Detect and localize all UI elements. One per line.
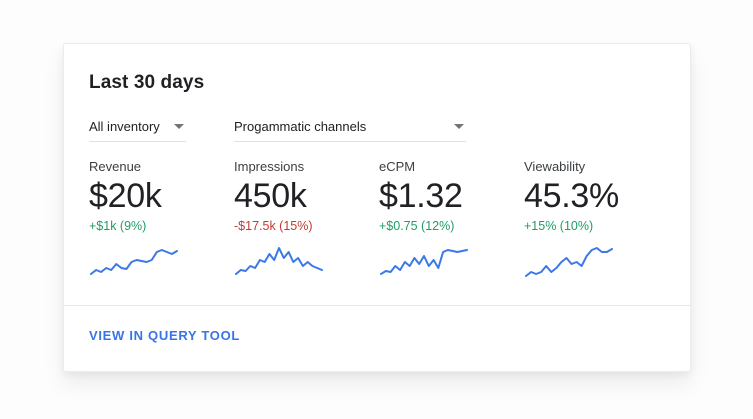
chevron-down-icon [174,124,184,129]
channels-filter-dropdown[interactable]: Progammatic channels [234,117,466,142]
ecpm-sparkline-chart [380,249,468,275]
metric-delta: +$1k (9%) [89,219,147,233]
view-in-query-tool-link[interactable]: VIEW IN QUERY TOOL [89,328,241,343]
metric-value: $1.32 [379,177,463,215]
inventory-filter-dropdown[interactable]: All inventory [89,117,186,142]
revenue-sparkline-chart [90,249,178,275]
viewability-sparkline-chart [525,247,613,277]
chevron-down-icon [454,124,464,129]
metric-label: Viewability [524,159,586,174]
metric-value: $20k [89,177,162,215]
metric-label: eCPM [379,159,416,174]
page-title: Last 30 days [89,72,205,93]
metric-delta: +15% (10%) [524,219,594,233]
summary-card: Last 30 days All inventory Progammatic c… [63,43,691,372]
metric-ecpm: eCPM $1.32 +$0.75 (12%) [379,159,524,283]
metric-viewability: Viewability 45.3% +15% (10%) [524,159,669,283]
metric-label: Impressions [234,159,305,174]
impressions-sparkline-chart [235,247,323,275]
metrics-row: Revenue $20k +$1k (9%) Impressions 450k … [89,159,665,283]
metric-value: 450k [234,177,307,215]
metric-impressions: Impressions 450k -$17.5k (15%) [234,159,379,283]
metric-label: Revenue [89,159,142,174]
metric-value: 45.3% [524,177,619,215]
channels-filter-label: Progammatic channels [234,119,367,134]
metric-delta: -$17.5k (15%) [234,219,313,233]
inventory-filter-label: All inventory [89,119,160,134]
footer-divider [64,305,690,306]
metric-revenue: Revenue $20k +$1k (9%) [89,159,234,283]
metric-delta: +$0.75 (12%) [379,219,455,233]
filter-row: All inventory Progammatic channels [89,117,665,142]
